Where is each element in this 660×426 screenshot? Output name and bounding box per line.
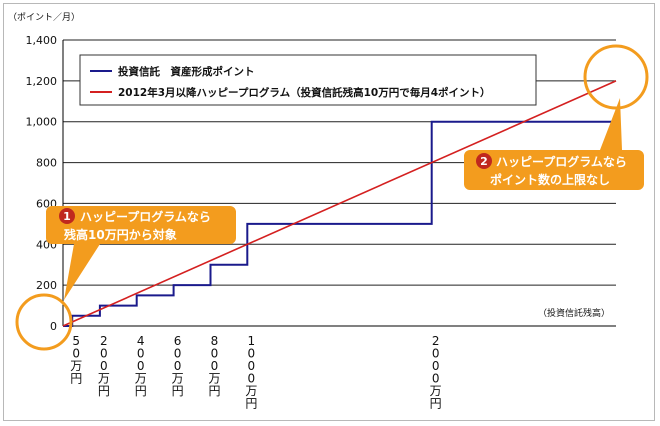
- callout-2: 2 ハッピープログラムなら ポイント数の上限なし: [464, 98, 644, 190]
- x-tick-label: 2 0 0 0 万円: [430, 334, 442, 411]
- x-tick-label: 8 0 0 万円: [208, 334, 220, 398]
- callout-2-number: 2: [480, 155, 488, 168]
- x-axis-ticks: 5 0 万円 2 0 0 万円 4 0 0 万円 6 0 0 万円 8 0 0 万円 1 0 0 0 万円 2 0 0 0 万円: [70, 334, 441, 411]
- y-tick-label: 1,000: [26, 116, 58, 129]
- x-tick-label: 1 0 0 0 万円: [245, 334, 257, 411]
- callout-2-line-1: ハッピープログラムなら: [496, 154, 627, 169]
- callout-1-number: 1: [63, 210, 71, 223]
- series-lines: [62, 80, 617, 327]
- callout-1-badge: [59, 208, 75, 224]
- x-tick-label: 5 0 万円: [70, 334, 82, 386]
- callout-1-line-1: ハッピープログラムなら: [80, 209, 211, 224]
- y-tick-label: 1,200: [26, 75, 58, 88]
- series-line-red: [62, 80, 617, 327]
- callout-1-box: [46, 206, 236, 300]
- callout-2-line-2: ポイント数の上限なし: [490, 172, 610, 187]
- x-tick-label: 2 0 0 万円: [98, 334, 110, 398]
- y-tick-label: 800: [36, 157, 57, 170]
- callout-2-badge: [476, 153, 492, 169]
- callout-2-box: [464, 98, 644, 190]
- y-tick-label: 1,400: [26, 34, 58, 47]
- y-axis-label: （ポイント／月）: [8, 12, 80, 23]
- legend-label-blue: 投資信託 資産形成ポイント: [118, 65, 255, 78]
- legend: 投資信託 資産形成ポイント 2012年3月以降ハッピープログラム（投資信託残高1…: [79, 54, 537, 106]
- y-tick-label: 200: [36, 279, 57, 292]
- legend-label-red: 2012年3月以降ハッピープログラム（投資信託残高10万円で毎月4ポイント）: [118, 86, 491, 99]
- callout-1-line-2: 残高10万円から対象: [64, 227, 177, 242]
- callout-1: 1 ハッピープログラムなら 残高10万円から対象: [46, 206, 236, 300]
- x-axis-label: （投資信託残高）: [538, 307, 610, 319]
- highlight-circle-end: [583, 44, 649, 110]
- highlight-circle-origin: [15, 293, 73, 351]
- legend-box: [79, 54, 537, 106]
- y-tick-label: 0: [50, 320, 57, 333]
- x-tick-label: 6 0 0 万円: [172, 334, 184, 398]
- x-tick-label: 4 0 0 万円: [135, 334, 147, 398]
